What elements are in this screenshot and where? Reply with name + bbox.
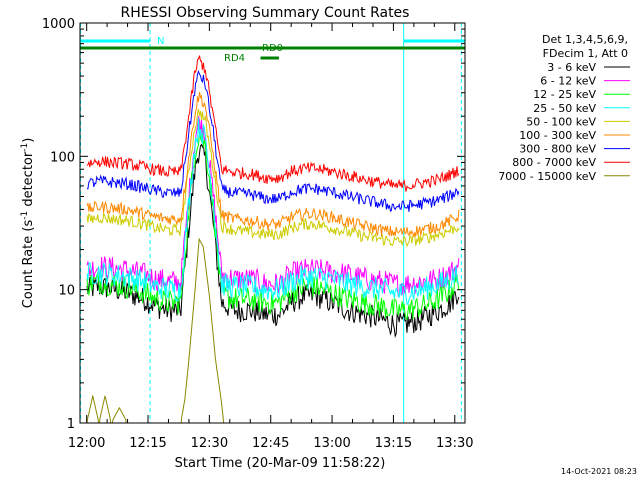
y-tick-label: 100: [50, 150, 75, 165]
x-tick-label: 12:15: [129, 436, 166, 451]
x-tick-label: 13:15: [375, 436, 412, 451]
legend-label: 300 - 800 keV: [519, 143, 596, 156]
y-tick-label: 1: [67, 417, 75, 432]
legend-label: 3 - 6 keV: [547, 61, 596, 74]
chart-title: RHESSI Observing Summary Count Rates: [121, 5, 410, 21]
legend-header: Det 1,3,4,5,6,9,: [542, 33, 628, 46]
legend-label: 50 - 100 keV: [526, 115, 596, 128]
series-line-4: [86, 117, 460, 306]
y-axis-label: Count Rate (s-1 detector-1): [20, 138, 36, 309]
axes-layer: 12:00 12:15 12:30 12:45 13:00 13:15 13:30 1 10 10…: [42, 17, 474, 451]
observing-flags: N RD0 RD4: [80, 23, 465, 423]
legend-label: 12 - 25 keV: [533, 88, 596, 101]
legend-label: 100 - 300 keV: [519, 129, 596, 142]
y-tick-label: 1000: [42, 17, 75, 32]
series-line-6: [86, 91, 460, 237]
y-axis-label-close: ): [21, 138, 36, 143]
flag-label: RD4: [224, 53, 245, 64]
footer-date: 14-Oct-2021 08:23: [561, 467, 637, 476]
series-line-7: [87, 70, 460, 212]
x-tick-label: 12:45: [252, 436, 289, 451]
y-axis-label-tail: detector: [21, 151, 36, 211]
legend-label: 7000 - 15000 keV: [498, 170, 596, 183]
series-line-5: [86, 108, 460, 248]
series-line-2: [86, 116, 460, 297]
plot-frame: [79, 22, 466, 424]
legend-header: FDecim 1, Att 0: [543, 47, 628, 60]
series-line-3: [86, 132, 460, 321]
legend: Det 1,3,4,5,6,9,FDecim 1, Att 03 - 6 keV…: [498, 33, 630, 183]
legend-label: 6 - 12 keV: [540, 75, 596, 88]
legend-label: 25 - 50 keV: [533, 102, 596, 115]
y-axis-label-sup2: -1: [20, 143, 30, 152]
x-tick-label: 13:30: [436, 436, 473, 451]
x-tick-label: 12:00: [68, 436, 105, 451]
series-line-8: [86, 55, 460, 192]
legend-label: 800 - 7000 keV: [512, 156, 596, 169]
y-tick-label: 10: [58, 284, 75, 299]
x-axis-label: Start Time (20-Mar-09 11:58:22): [175, 456, 386, 471]
y-axis-label-main: Count Rate (s: [21, 220, 36, 309]
series-line-1: [86, 143, 460, 339]
x-tick-label: 13:00: [313, 436, 350, 451]
series-layer: [86, 55, 460, 424]
flag-label: RD0: [262, 43, 283, 54]
flag-label: N: [157, 36, 164, 47]
x-tick-label: 12:30: [191, 436, 228, 451]
y-axis-label-sup1: -1: [20, 211, 30, 220]
